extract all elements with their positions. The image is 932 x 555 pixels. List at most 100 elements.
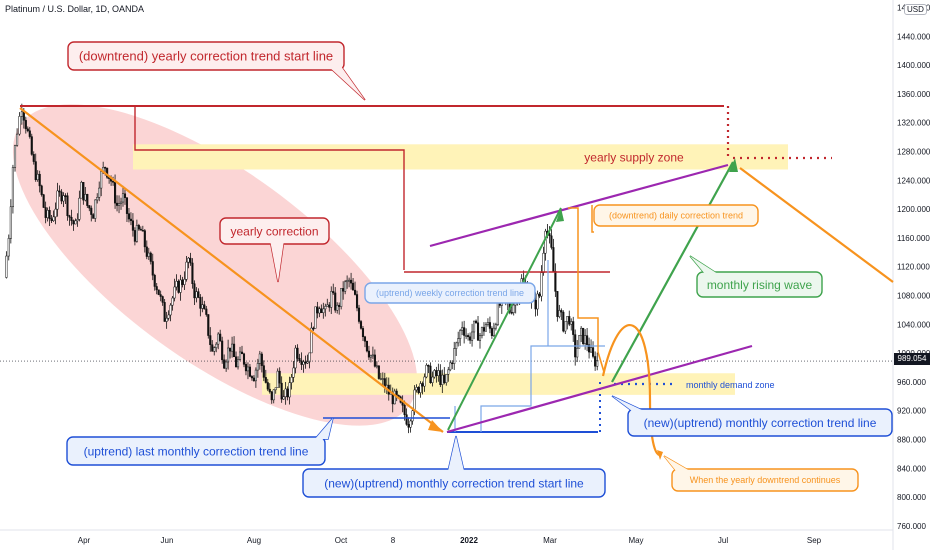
- yearly-continuation-line[interactable]: [739, 167, 894, 283]
- candle-body: [576, 348, 579, 358]
- callout-yearly-continues-text: When the yearly downtrend continues: [690, 475, 841, 485]
- callout-new-monthly[interactable]: (new)(uptrend) monthly correction trend …: [611, 395, 893, 437]
- callout-new-monthly-start[interactable]: (new)(uptrend) monthly correction trend …: [302, 435, 606, 498]
- candle-body: [409, 420, 412, 428]
- candle-body: [554, 271, 557, 292]
- y-tick-label: 1160.000: [897, 234, 930, 243]
- callout-weekly-correction[interactable]: (uptrend) weekly correction trend line: [364, 282, 536, 304]
- candle-body: [474, 320, 478, 324]
- candle-body: [215, 343, 218, 348]
- candle-body: [48, 210, 51, 220]
- candle-body: [540, 272, 543, 297]
- purple-lower-channel[interactable]: [446, 344, 753, 434]
- candle-body: [417, 387, 420, 393]
- orange-small-drop[interactable]: [597, 351, 605, 373]
- candle-body: [568, 316, 571, 325]
- green-wave-1[interactable]: [447, 207, 562, 431]
- y-tick-label: 1120.000: [897, 263, 930, 272]
- callout-yearly-continues[interactable]: When the yearly downtrend continues: [663, 455, 859, 492]
- y-tick-label: 1440.000: [897, 32, 931, 41]
- candle-body: [127, 213, 130, 220]
- candle-body: [429, 365, 432, 383]
- y-tick-label: 1360.000: [897, 90, 931, 99]
- candle-body: [238, 351, 242, 360]
- candle-body: [419, 383, 422, 393]
- candle-body: [20, 111, 23, 117]
- candle-body: [286, 388, 289, 398]
- candle-body: [433, 370, 436, 378]
- orange-daily-step[interactable]: [568, 207, 599, 352]
- orange-forecast-curve[interactable]: [601, 324, 661, 457]
- callout-daily-correction[interactable]: (downtrend) daily correction trend: [593, 204, 759, 227]
- callout-daily-correction-text: (downtrend) daily correction trend: [609, 211, 743, 221]
- candle-body: [512, 304, 515, 313]
- candle-body: [268, 388, 271, 393]
- candle-body: [494, 324, 497, 329]
- candle-body: [258, 353, 261, 364]
- candle-body: [219, 333, 222, 342]
- candle-body: [256, 363, 259, 371]
- candle-body: [469, 336, 472, 341]
- callout-last-monthly[interactable]: (uptrend) last monthly correction trend …: [66, 417, 334, 466]
- callout-monthly-rising-text: monthly rising wave: [707, 278, 813, 292]
- callout-downtrend-start[interactable]: (downtrend) yearly correction trend star…: [67, 41, 366, 101]
- candle-body: [354, 289, 357, 295]
- candle-body: [157, 289, 160, 295]
- candle-body: [290, 377, 293, 383]
- candle-body: [550, 235, 553, 248]
- candle-body: [292, 367, 295, 378]
- light-blue-steps[interactable]: [480, 345, 605, 432]
- candle-body: [350, 279, 353, 284]
- candle-body: [278, 370, 281, 384]
- x-tick-label: Mar: [543, 536, 557, 545]
- candle-body: [590, 347, 593, 353]
- candle-body: [9, 206, 12, 239]
- candle-body: [282, 396, 285, 400]
- candle-body: [359, 321, 363, 329]
- candle-body: [338, 304, 341, 307]
- candle-body: [453, 348, 456, 364]
- candle-body: [189, 257, 192, 264]
- candle-body: [193, 283, 196, 299]
- candle-body: [203, 304, 206, 310]
- currency-badge[interactable]: USD: [904, 4, 927, 15]
- candle-body: [476, 322, 480, 341]
- candle-body: [161, 296, 164, 303]
- candle-body: [112, 181, 115, 183]
- callout-yearly-correction[interactable]: yearly correction: [219, 217, 330, 283]
- orange-daily-bracket[interactable]: [591, 205, 594, 233]
- candle-body: [187, 257, 190, 263]
- candle-body: [484, 324, 487, 332]
- yearly-supply-zone-label: yearly supply zone: [584, 151, 684, 165]
- candle-body: [467, 335, 470, 338]
- candle-body: [375, 365, 378, 368]
- candle-body: [137, 225, 140, 230]
- candle-body: [596, 360, 599, 367]
- y-tick-label: 1080.000: [897, 292, 931, 301]
- candle-body: [461, 327, 464, 331]
- purple-upper-channel[interactable]: [429, 163, 729, 248]
- candle-body: [236, 359, 240, 368]
- candle-body: [167, 314, 170, 319]
- candle-body: [314, 306, 317, 329]
- candle-body: [363, 336, 367, 342]
- yearly-supply-zone: [133, 144, 788, 170]
- candle-body: [447, 369, 450, 375]
- green-wave-2[interactable]: [611, 161, 734, 383]
- candle-body: [413, 389, 416, 411]
- candle-body: [352, 282, 355, 291]
- downtrend-diagonal-line[interactable]: [19, 107, 444, 433]
- step-line-1[interactable]: [134, 106, 405, 270]
- candle-body: [26, 128, 29, 132]
- candle-body: [131, 220, 134, 231]
- callout-monthly-rising[interactable]: monthly rising wave: [689, 255, 823, 298]
- candle-body: [465, 335, 468, 337]
- candle-body: [11, 167, 14, 208]
- y-tick-label: 840.000: [897, 464, 926, 473]
- x-tick-label: Aug: [247, 536, 261, 545]
- candle-body: [342, 288, 345, 292]
- x-tick-label: Jun: [161, 536, 174, 545]
- candle-body: [7, 238, 10, 257]
